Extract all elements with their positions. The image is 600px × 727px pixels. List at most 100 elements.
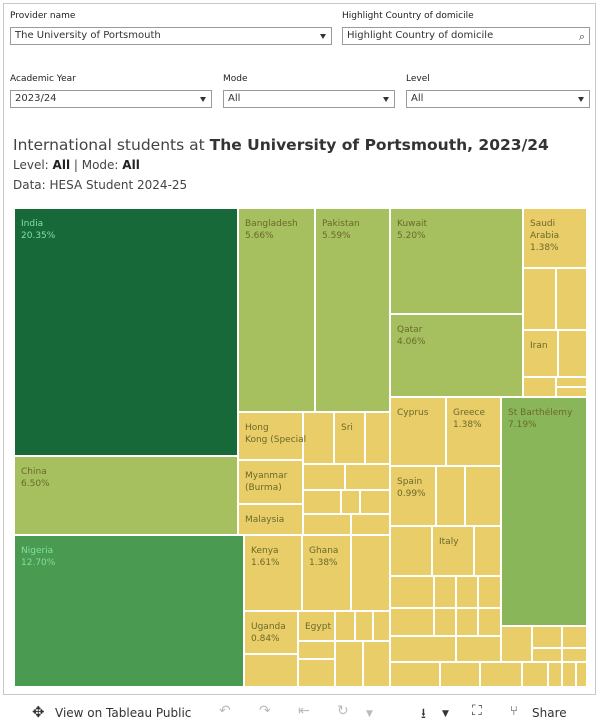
treemap-tile[interactable] [464,465,502,527]
treemap-tile[interactable] [455,575,479,609]
mode-filter-label: Mode [223,74,248,84]
treemap-tile-saudi-arabia[interactable] [522,207,588,269]
treemap-tile-myanmar-burma[interactable] [237,459,304,505]
treemap-tile[interactable] [359,489,391,515]
treemap-tile-china[interactable] [13,455,239,536]
treemap-tile[interactable] [531,647,563,663]
treemap-tile[interactable] [435,465,466,527]
treemap-tile[interactable] [433,607,457,637]
treemap-tile[interactable] [334,640,364,688]
share-button[interactable]: Share [532,706,567,720]
treemap-tile[interactable] [350,534,391,612]
treemap-tile[interactable] [340,489,361,515]
mode-text: Mode: [81,158,123,172]
tile-value-kenya: 1.61% [251,558,280,568]
chevron-down-icon [200,97,206,102]
revert-icon[interactable]: ⇤ [298,703,310,719]
treemap-tile[interactable] [477,575,502,609]
download-icon[interactable]: ⭳ [421,706,426,722]
treemap-tile-egypt[interactable] [297,610,336,642]
treemap-tile[interactable] [389,635,457,663]
treemap-tile-qatar[interactable] [389,313,524,398]
tile-value-ghana: 1.38% [309,558,338,568]
refresh-icon[interactable]: ↻ [337,703,349,719]
treemap-tile[interactable] [334,610,356,642]
treemap-tile[interactable] [364,411,391,465]
highlight-search-input[interactable]: Highlight Country of domicile ⌕ [342,27,590,45]
treemap-tile[interactable] [561,647,588,663]
treemap-tile-ghana[interactable] [301,534,352,612]
treemap-tile[interactable] [477,607,502,637]
treemap-tile[interactable] [561,625,588,649]
treemap-tile[interactable] [372,610,391,642]
mode-dropdown[interactable]: All [223,90,395,108]
treemap-tile-greece[interactable] [445,396,502,467]
treemap-tile[interactable] [243,653,299,688]
treemap-tile[interactable] [354,610,374,642]
treemap-tile[interactable] [500,625,533,663]
treemap-tile[interactable] [531,625,563,649]
provider-dropdown[interactable]: The University of Portsmouth [10,27,332,45]
treemap-tile[interactable] [455,635,502,663]
treemap-tile[interactable] [575,661,588,688]
treemap-tile[interactable] [389,661,441,688]
treemap-tile[interactable] [439,661,481,688]
level-text: Level: [13,158,53,172]
treemap-tile[interactable] [297,658,336,688]
search-icon[interactable]: ⌕ [578,30,585,43]
treemap-tile-st-barth-lemy[interactable] [500,396,588,627]
tableau-toolbar: ✥ View on Tableau Public ↶ ↷ ⇤ ↻ ▼ ⭳ ▼ ⛶… [0,700,600,727]
tableau-logo-icon[interactable]: ✥ [32,703,45,721]
treemap-tile[interactable] [302,489,342,515]
level-dropdown[interactable]: All [406,90,590,108]
treemap-tile[interactable] [561,661,577,688]
treemap-tile[interactable] [522,376,557,398]
treemap-tile[interactable] [521,661,549,688]
treemap-tile-sri[interactable] [333,411,366,465]
chevron-down-icon[interactable]: ▼ [366,709,373,719]
treemap-tile[interactable] [555,386,588,398]
year-dropdown[interactable]: 2023/24 [10,90,212,108]
treemap-tile[interactable] [555,376,588,388]
treemap-tile-kuwait[interactable] [389,207,524,315]
treemap-tile-malaysia[interactable] [237,503,304,536]
treemap-tile-kenya[interactable] [243,534,303,612]
treemap-tile[interactable] [389,525,433,577]
treemap-tile-spain[interactable] [389,465,437,527]
treemap-tile[interactable] [302,513,352,536]
title-institution: The University of Portsmouth, 2023/24 [209,136,549,154]
treemap-tile[interactable] [433,575,457,609]
treemap-tile[interactable] [455,607,479,637]
treemap-tile-hong-kong-special[interactable] [237,411,304,461]
treemap-tile-pakistan[interactable] [314,207,391,413]
treemap-tile[interactable] [302,411,335,465]
separator: | [70,158,82,172]
treemap-tile[interactable] [547,661,563,688]
treemap-tile[interactable] [479,661,523,688]
treemap-tile-iran[interactable] [522,329,559,378]
treemap-tile-india[interactable] [13,207,239,457]
redo-icon[interactable]: ↷ [259,703,271,719]
treemap-tile[interactable] [344,463,391,491]
share-icon[interactable]: ⑂ [510,704,518,719]
treemap-tile-italy[interactable] [431,525,475,577]
tile-label-nigeria: Nigeria [21,546,53,556]
treemap-tile[interactable] [389,607,435,637]
treemap-tile[interactable] [522,267,557,331]
tile-label-malaysia: Malaysia [245,515,284,525]
treemap-tile[interactable] [297,640,336,660]
treemap-tile[interactable] [473,525,502,577]
treemap-tile-nigeria[interactable] [13,534,245,688]
treemap-tile[interactable] [362,640,391,688]
treemap-tile[interactable] [555,267,588,331]
treemap-tile[interactable] [350,513,391,536]
treemap-tile[interactable] [557,329,588,378]
treemap-tile-uganda[interactable] [243,610,299,655]
tile-value-uganda: 0.84% [251,634,280,644]
treemap-tile[interactable] [389,575,435,609]
fullscreen-icon[interactable]: ⛶ [472,703,482,719]
chevron-down-icon[interactable]: ▼ [442,709,449,719]
treemap-tile[interactable] [302,463,346,491]
undo-icon[interactable]: ↶ [219,703,231,719]
view-on-tableau-link[interactable]: View on Tableau Public [55,706,192,720]
